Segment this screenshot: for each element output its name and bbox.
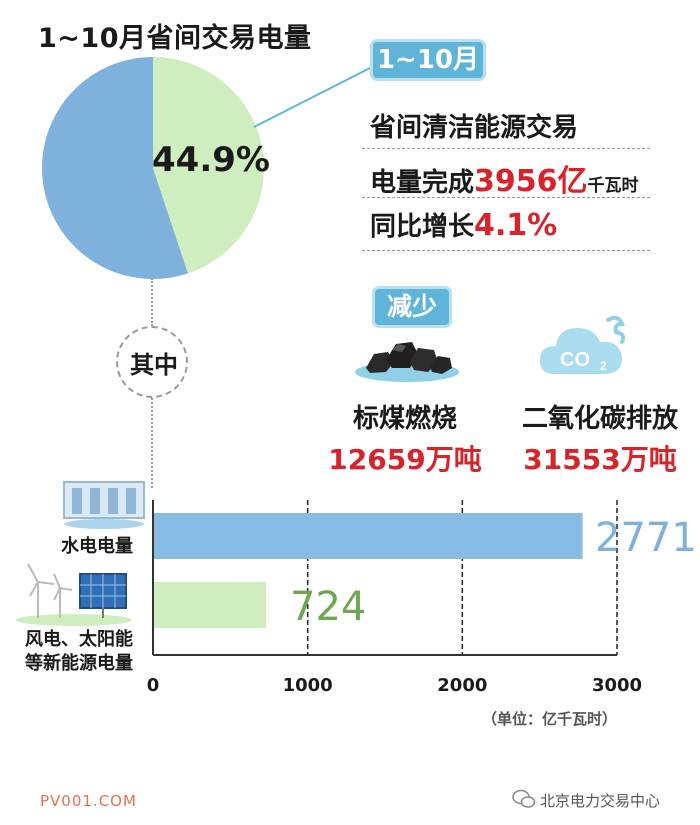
x-tick-label: 0: [147, 675, 160, 696]
page-title: 1~10月省间交易电量: [38, 23, 312, 54]
x-tick-label: 3000: [592, 675, 642, 696]
x-tick-label: 1000: [283, 675, 333, 696]
unit-note: （单位：亿千瓦时）: [482, 710, 618, 728]
category-label-hydro: 水电电量: [42, 535, 152, 559]
co2-icon-text: CO: [560, 349, 590, 371]
pie-chart: [42, 57, 265, 279]
wechat-icon: [512, 789, 536, 808]
chart-ticks: 0 1000 2000 3000: [147, 675, 642, 696]
wind-solar-icon: [16, 563, 132, 626]
chart-bars: 2771 724: [154, 513, 697, 630]
dotted-connector: [151, 278, 153, 326]
stat-line3-prefix: 同比增长: [370, 212, 475, 242]
stat-line3-value: 4.1%: [474, 208, 558, 243]
x-tick-label: 2000: [437, 675, 487, 696]
connector-line: [253, 65, 375, 128]
category-label-new-energy: 风电、太阳能 等新能源电量: [8, 628, 150, 676]
hydro-dam-icon: [63, 481, 145, 529]
qizhong-label: 其中: [130, 351, 178, 379]
stat-line2-prefix: 电量完成: [370, 168, 475, 198]
reduce-badge: 减少: [375, 289, 449, 325]
coal-icon: [355, 342, 459, 382]
co2-cloud-icon: CO 2: [540, 315, 626, 374]
pie-percent-label: 44.9%: [152, 140, 270, 180]
coal-label: 标煤燃烧: [352, 404, 457, 434]
divider: [362, 250, 650, 251]
pie-slice-clean-energy: [153, 57, 265, 274]
divider: [362, 148, 650, 149]
dotted-connector: [151, 398, 153, 488]
stat-line2-value: 3956亿: [474, 164, 588, 199]
qizhong-circle: [116, 326, 188, 398]
bar-value-label: 724: [290, 584, 366, 630]
category-label-line: 水电电量: [61, 536, 133, 557]
bar-chart: 2771 724 0 1000 2000 3000: [147, 500, 697, 696]
stat-growth: 同比增长4.1%: [370, 206, 557, 243]
source-left: PV001.COM: [40, 792, 137, 810]
divider: [362, 197, 650, 198]
bar-hydro: [154, 513, 583, 559]
category-label-line: 风电、太阳能: [25, 629, 133, 650]
category-label-line: 等新能源电量: [25, 653, 133, 674]
stat-line1-text: 省间清洁能源交易: [370, 113, 579, 143]
period-badge: 1~10月: [373, 42, 483, 78]
bar-value-label: 2771: [595, 515, 697, 561]
bar-new-energy: [154, 582, 266, 628]
co2-label: 二氧化碳排放: [521, 404, 678, 434]
pie-slice-rest: [42, 57, 188, 279]
stat-volume: 电量完成3956亿千瓦时: [370, 156, 639, 200]
co2-value: 31553万吨: [523, 443, 677, 476]
stat-line2-unit: 千瓦时: [587, 176, 639, 196]
stat-clean-energy-trade: 省间清洁能源交易: [370, 107, 578, 144]
source-right: 北京电力交易中心: [540, 792, 661, 810]
coal-value: 12659万吨: [328, 443, 482, 476]
co2-icon-sub: 2: [600, 359, 607, 373]
